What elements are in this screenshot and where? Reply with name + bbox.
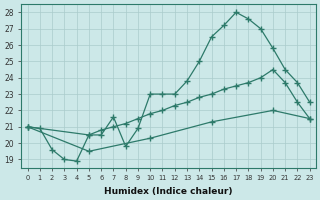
X-axis label: Humidex (Indice chaleur): Humidex (Indice chaleur)	[104, 187, 233, 196]
